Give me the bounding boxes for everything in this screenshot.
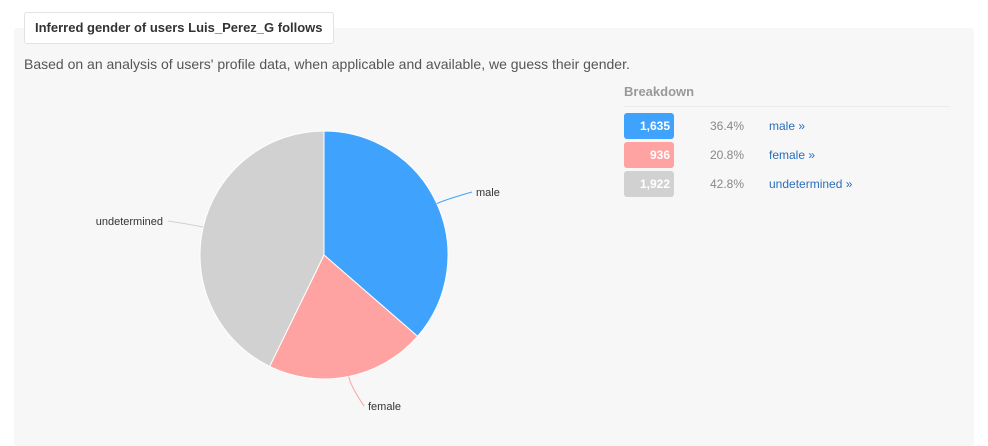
pie-slice-male[interactable] — [323, 130, 449, 338]
description-text: Based on an analysis of users' profile d… — [24, 56, 630, 72]
leader-line-male — [436, 191, 473, 205]
panel-title: Inferred gender of users Luis_Perez_G fo… — [24, 12, 334, 44]
count-badge: 1,635 — [624, 113, 674, 139]
leader-line-female — [348, 376, 365, 407]
count-badge: 936 — [624, 142, 674, 168]
leader-line-undetermined — [167, 220, 204, 228]
percent-text: 36.4% — [710, 119, 745, 133]
chart-panel — [14, 28, 974, 446]
breakdown-row-male: 1,635 36.4% male » — [624, 113, 964, 139]
male-link[interactable]: male » — [769, 119, 806, 133]
percent-text: 42.8% — [710, 177, 745, 191]
breakdown-row-female: 936 20.8% female » — [624, 142, 964, 168]
breakdown-title: Breakdown — [624, 84, 695, 99]
female-link[interactable]: female » — [769, 148, 816, 162]
count-badge: 1,922 — [624, 171, 674, 197]
slice-label-undetermined: undetermined — [96, 216, 163, 228]
undetermined-link[interactable]: undetermined » — [769, 177, 853, 191]
slice-label-male: male — [476, 187, 500, 199]
breakdown-row-undetermined: 1,922 42.8% undetermined » — [624, 171, 964, 197]
slice-label-female: female — [368, 401, 401, 413]
breakdown-divider — [624, 106, 950, 107]
percent-text: 20.8% — [710, 148, 745, 162]
